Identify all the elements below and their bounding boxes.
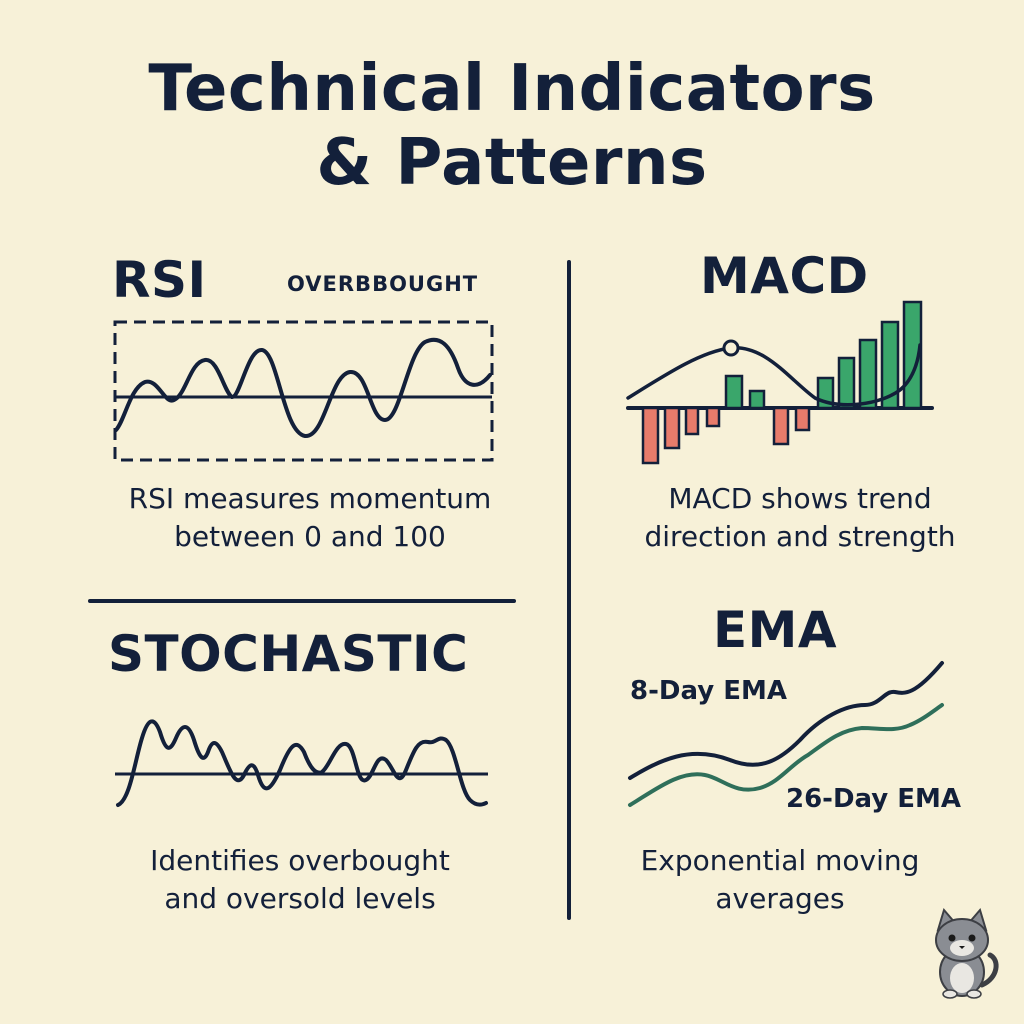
ema-fast-label: 8-Day EMA [630,676,787,706]
ema-caption: Exponential moving averages [580,842,980,918]
stochastic-caption-line2: and oversold levels [164,882,436,915]
ema-slow-label: 26-Day EMA [786,784,962,814]
cat-icon [935,907,999,999]
page-title-line2: & Patterns [316,126,708,200]
ema-chart [628,661,944,807]
macd-signal-point [722,339,740,357]
page-title: Technical Indicators & Patterns [0,52,1024,200]
macd-bar [794,406,811,432]
ema-caption-line2: averages [715,882,845,915]
stochastic-caption: Identifies overbought and oversold level… [70,842,530,918]
macd-bar [772,406,790,446]
macd-chart [626,300,934,465]
stochastic-caption-line1: Identifies overbought [150,844,450,877]
rsi-caption: RSI measures momentum between 0 and 100 [90,480,530,556]
ema-fast-line [628,661,944,780]
macd-line [626,343,922,407]
rsi-caption-line2: between 0 and 100 [174,520,446,553]
macd-bar [880,320,900,410]
macd-bar [663,406,681,450]
rsi-chart [113,320,494,462]
macd-bar [705,406,721,428]
rsi-overbought-band [113,320,494,462]
macd-bar [837,356,856,410]
rsi-heading: RSI [112,251,207,309]
macd-bar [684,406,700,436]
ema-slow-line [628,703,944,807]
macd-bar [748,389,766,410]
macd-bar [858,338,878,410]
stochastic-chart [115,719,488,807]
macd-negative-bars [641,406,811,465]
stochastic-line [116,719,488,807]
stochastic-heading: STOCHASTIC [108,625,469,683]
rsi-caption-line1: RSI measures momentum [128,482,492,515]
macd-caption: MACD shows trend direction and strength [590,480,1010,556]
rsi-line [114,337,492,438]
ema-caption-line1: Exponential moving [640,844,920,877]
macd-bar [641,406,660,465]
macd-bar [724,374,744,410]
macd-heading: MACD [700,247,869,305]
macd-caption-line1: MACD shows trend [668,482,932,515]
ema-heading: EMA [713,601,838,659]
page-title-line1: Technical Indicators [148,52,876,126]
rsi-overbought-label: OVERBBOUGHT [287,272,479,296]
macd-caption-line2: direction and strength [644,520,956,553]
macd-positive-bars [724,300,923,410]
